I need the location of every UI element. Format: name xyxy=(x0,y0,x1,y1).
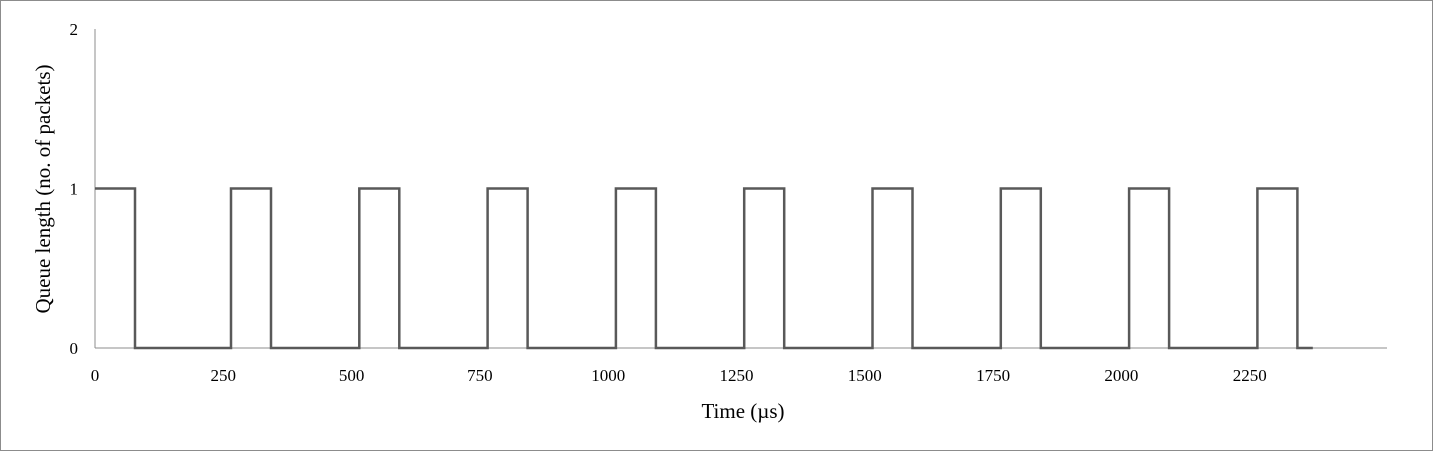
axes xyxy=(94,29,1387,349)
x-tick-label: 2000 xyxy=(1104,366,1138,385)
x-tick-label: 500 xyxy=(339,366,365,385)
y-axis-title: Queue length (no. of packets) xyxy=(31,64,55,313)
x-tick-labels: 0 250 500 750 1000 1250 1500 1750 2000 2250 xyxy=(91,366,1267,385)
x-tick-label: 2250 xyxy=(1233,366,1267,385)
x-tick-label: 0 xyxy=(91,366,100,385)
y-tick-labels: 0 1 2 xyxy=(70,20,79,358)
y-tick-label: 2 xyxy=(70,20,79,39)
x-tick-label: 1000 xyxy=(591,366,625,385)
x-tick-label: 1750 xyxy=(976,366,1010,385)
queue-length-series-line xyxy=(95,187,1313,350)
x-tick-label: 250 xyxy=(211,366,237,385)
x-tick-label: 1250 xyxy=(720,366,754,385)
x-tick-label: 1500 xyxy=(848,366,882,385)
x-tick-label: 750 xyxy=(467,366,493,385)
y-tick-label: 1 xyxy=(70,180,79,199)
y-tick-label: 0 xyxy=(70,339,79,358)
x-axis-title: Time (µs) xyxy=(701,399,784,423)
